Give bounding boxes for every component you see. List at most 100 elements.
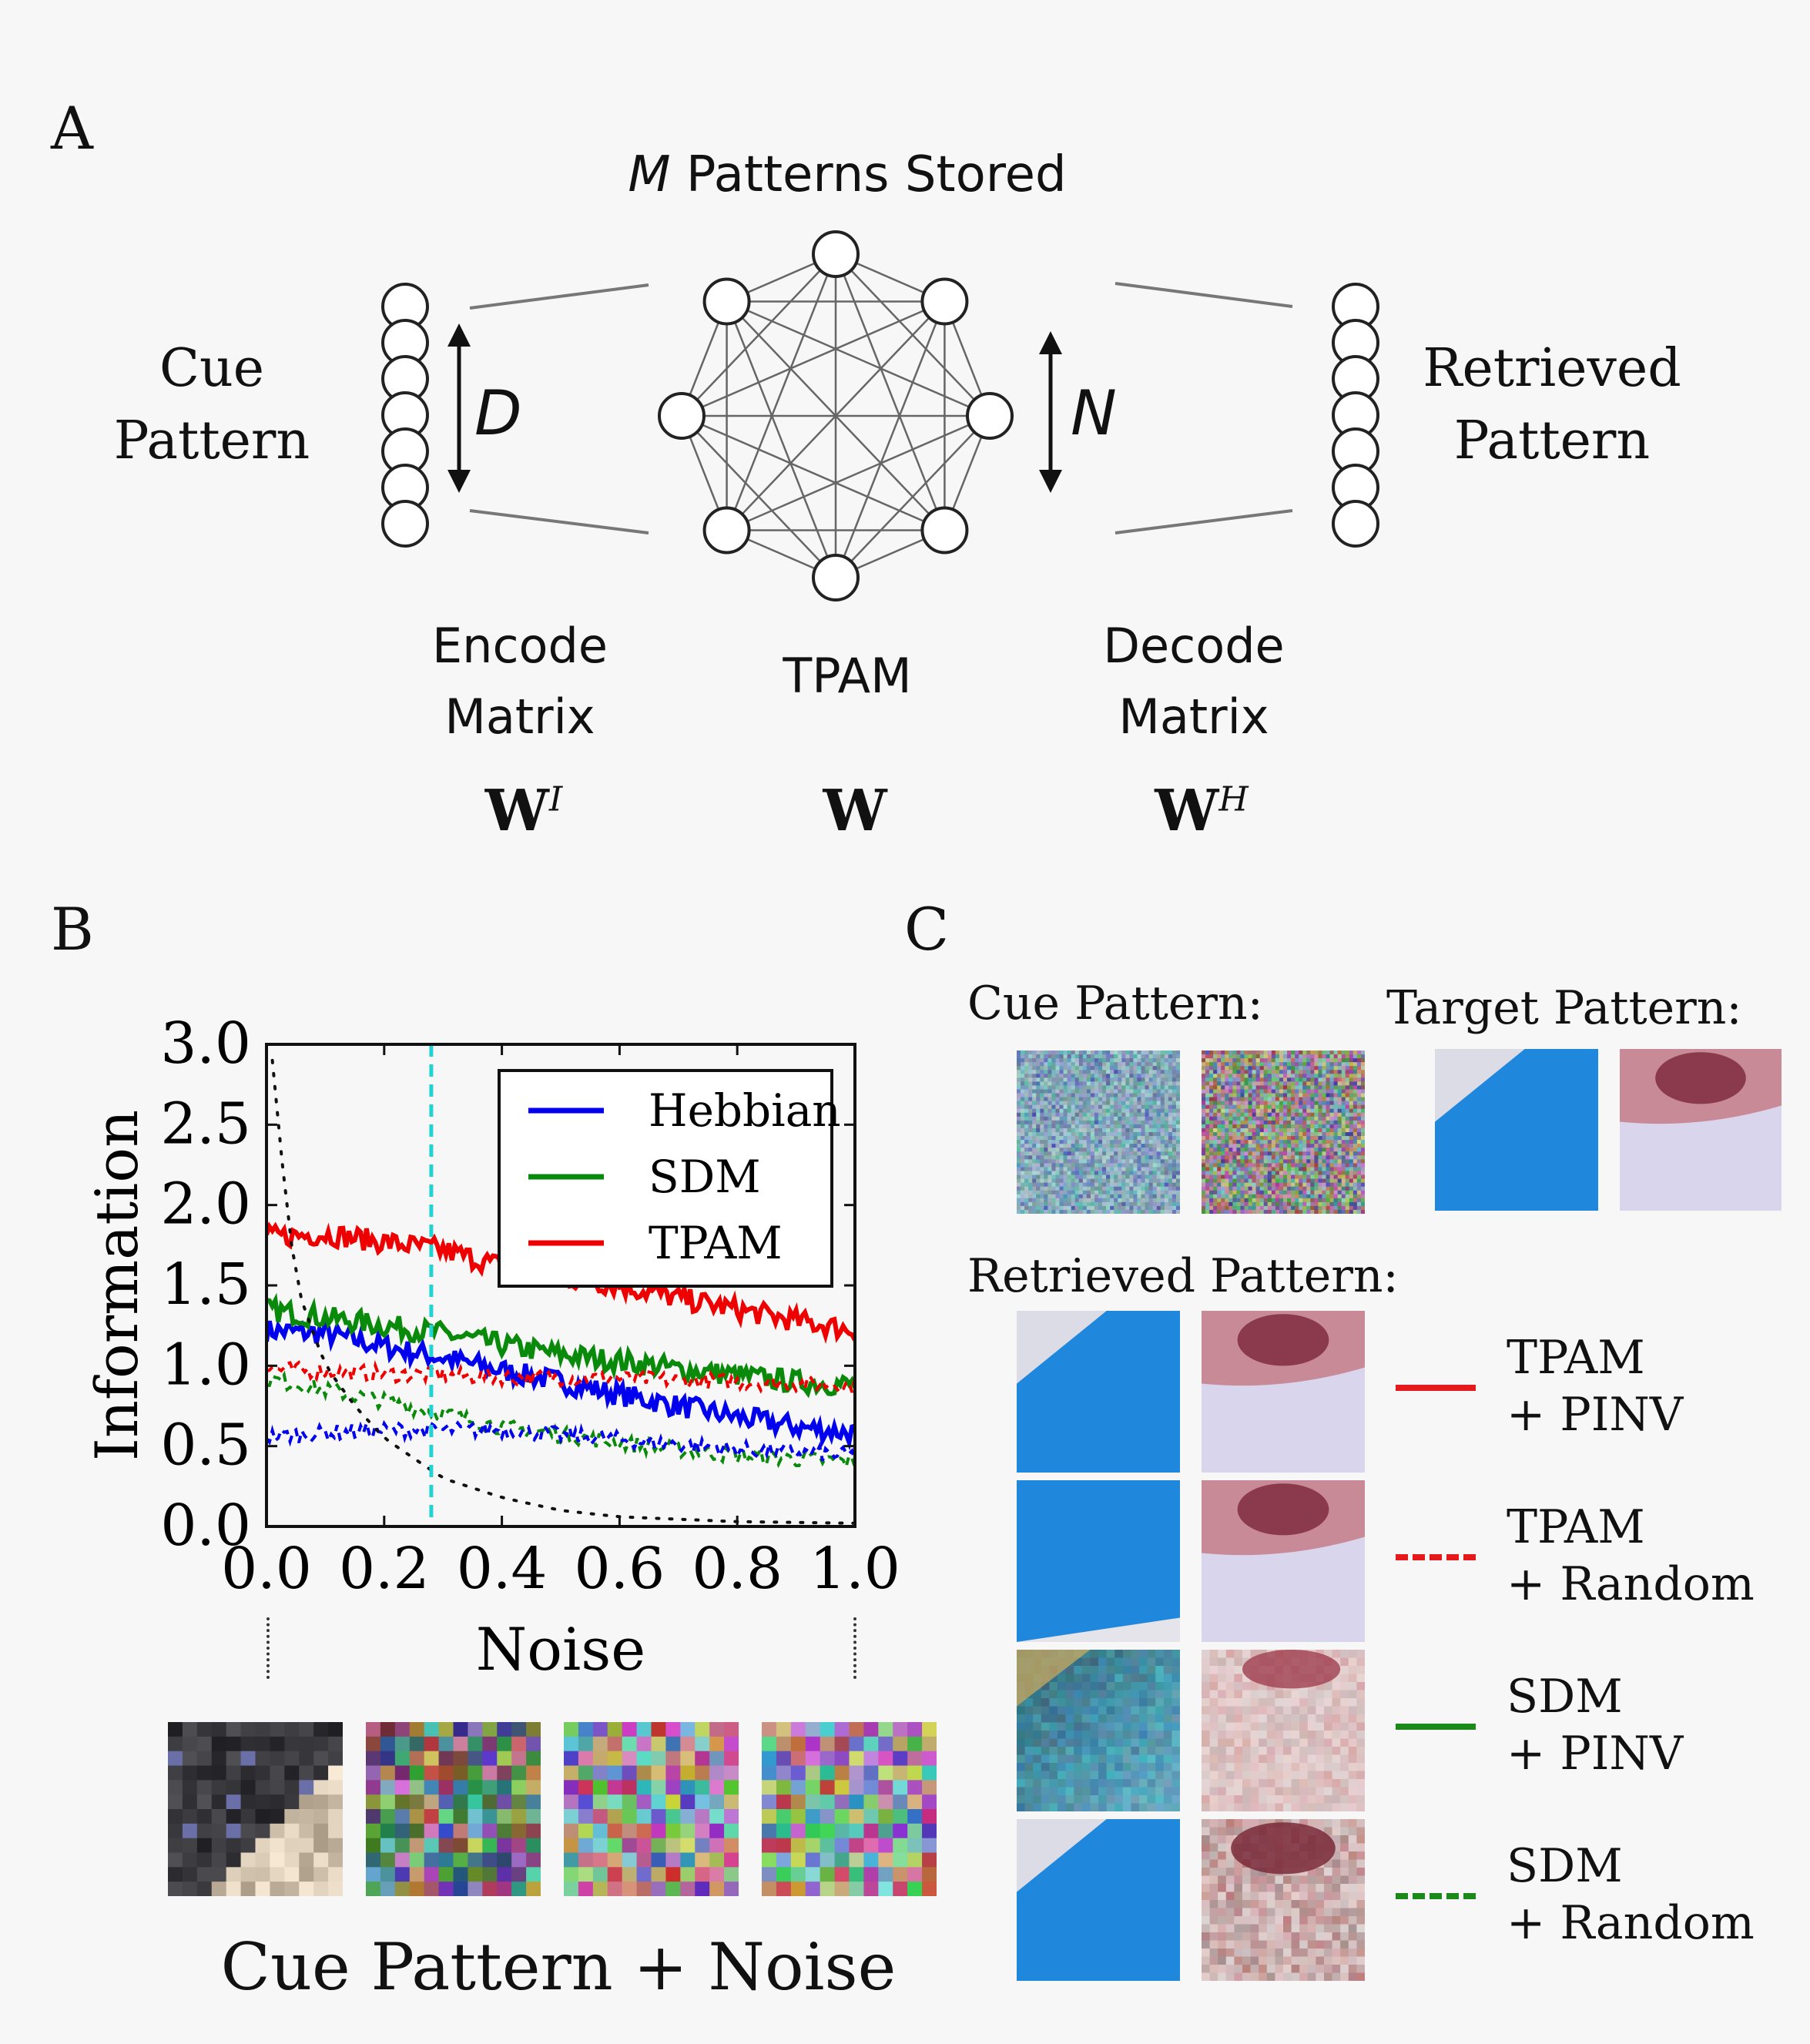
tpam-node-7 <box>702 277 751 326</box>
tpam-node-5 <box>702 506 751 555</box>
retrieved-tile-tpam-random-1 <box>1017 1480 1180 1642</box>
tpam-edge <box>726 300 946 531</box>
tile-image <box>762 1722 937 1896</box>
legend-line1: TPAM <box>1507 1500 1645 1554</box>
target-tile-pink <box>1620 1049 1782 1211</box>
input-neuron-column <box>381 283 429 548</box>
tpam-node-1 <box>920 277 969 326</box>
tile-image <box>168 1722 343 1896</box>
x-tick-label: 1.0 <box>809 1536 900 1602</box>
series-line-5 <box>266 1417 855 1462</box>
noise-guide-right <box>853 1617 856 1679</box>
legend-line2: + Random <box>1507 1896 1755 1950</box>
tile-image <box>1017 1650 1180 1811</box>
tpam-edge <box>726 414 990 531</box>
retrieved-tile-sdm-pinv-1 <box>1017 1650 1180 1811</box>
dim-label-d: D <box>474 377 522 449</box>
tpam-edge <box>681 415 836 578</box>
noise-guide-left <box>266 1617 270 1679</box>
series-line-3 <box>266 1359 855 1396</box>
legend-swatch-0 <box>1396 1385 1476 1391</box>
patterns-stored-title: M Patterns Stored <box>616 146 1078 203</box>
noise-tile-0 <box>168 1722 343 1896</box>
x-tick-label: 0.6 <box>575 1536 665 1602</box>
retrieved-line2: Pattern <box>1453 410 1651 471</box>
tpam-node-3 <box>920 506 969 555</box>
legend-label-hebbian: Hebbian <box>649 1084 841 1137</box>
decode-matrix-symbol: WH <box>1109 778 1294 844</box>
tile-image <box>1017 1311 1180 1473</box>
cue-tile-2 <box>1202 1050 1365 1214</box>
retrieved-tile-tpam-pinv-1 <box>1017 1311 1180 1473</box>
tile-image <box>1202 1050 1365 1214</box>
noise-tile-2 <box>564 1722 739 1896</box>
series-line-6 <box>270 1058 855 1525</box>
patterns-stored-var: M <box>628 146 671 203</box>
cue-tile-1 <box>1017 1050 1180 1214</box>
legend-label-tpam: TPAM <box>649 1217 783 1269</box>
tile-image <box>1620 1049 1782 1211</box>
retrieved-tile-sdm-random-1 <box>1017 1819 1180 1981</box>
legend-line1: SDM <box>1507 1670 1623 1724</box>
x-tick-label: 0.8 <box>692 1536 783 1602</box>
tile-image <box>564 1722 739 1896</box>
x-tick-label: 0.0 <box>221 1536 312 1602</box>
target-pattern-header: Target Pattern: <box>1386 981 1742 1035</box>
retrieved-pattern-label: Retrieved Pattern <box>1409 333 1694 477</box>
legend-line2: + PINV <box>1507 1727 1684 1781</box>
tpam-edge <box>834 301 946 578</box>
cue-pattern-header: Cue Pattern: <box>967 977 1263 1030</box>
tpam-matrix-symbol: W <box>823 778 887 844</box>
retrieved-line1: Retrieved <box>1423 338 1681 399</box>
encode-matrix-sup: I <box>548 779 563 819</box>
y-tick-label: 0.0 <box>160 1493 251 1559</box>
tpam-node-6 <box>658 392 706 440</box>
tpam-edge <box>726 301 837 578</box>
tpam-edge <box>681 414 945 531</box>
tpam-node-0 <box>812 230 860 278</box>
encode-line1: Encode <box>432 618 608 674</box>
y-tick-label: 1.5 <box>160 1252 251 1318</box>
decode-matrix-sup: H <box>1218 779 1249 819</box>
noise-tile-1 <box>366 1722 541 1896</box>
decode-matrix-label: Decode Matrix <box>1059 611 1329 752</box>
x-axis-label: Noise <box>476 1615 646 1679</box>
tpam-edge <box>726 300 990 417</box>
panel-letter-b: B <box>51 895 94 963</box>
tile-image <box>366 1722 541 1896</box>
y-tick-label: 3.0 <box>160 1010 251 1077</box>
y-axis-label: Information <box>82 1110 151 1461</box>
tpam-node-4 <box>812 554 860 601</box>
series-line-1 <box>266 1292 855 1399</box>
legend-line2: + PINV <box>1507 1388 1684 1442</box>
connector-lines <box>469 282 1293 534</box>
x-tick-label: 0.4 <box>457 1536 548 1602</box>
retrieved-tile-tpam-random-2 <box>1202 1480 1365 1642</box>
panel-letter-a: A <box>51 94 93 163</box>
legend-label-2: SDM + PINV <box>1507 1668 1683 1782</box>
tile-image <box>1202 1819 1365 1981</box>
decode-matrix-w: W <box>1155 778 1219 844</box>
x-tick-label: 0.2 <box>339 1536 430 1602</box>
retrieved-tile-sdm-random-2 <box>1202 1819 1365 1981</box>
retrieved-tile-sdm-pinv-2 <box>1202 1650 1365 1811</box>
patterns-stored-label: Patterns Stored <box>685 146 1067 203</box>
output-neuron-column <box>1332 283 1379 548</box>
retrieved-pattern-header: Retrieved Pattern: <box>967 1249 1399 1303</box>
tpam-edge <box>834 253 946 531</box>
legend-swatch-2 <box>1396 1724 1476 1730</box>
legend-swatch-3 <box>1396 1893 1476 1899</box>
tile-image <box>1435 1049 1598 1211</box>
tpam-edge <box>681 300 945 417</box>
tile-image <box>1017 1819 1180 1981</box>
tpam-node-2 <box>966 392 1014 440</box>
cue-line1: Cue <box>159 338 265 399</box>
encode-matrix-label: Encode Matrix <box>385 611 655 752</box>
cue-noise-caption: Cue Pattern + Noise <box>220 1929 897 2005</box>
decode-line2: Matrix <box>1118 689 1269 745</box>
y-tick-label: 2.0 <box>160 1171 251 1238</box>
encode-matrix-symbol: WI <box>431 778 616 844</box>
tile-image <box>1202 1311 1365 1473</box>
encode-line2: Matrix <box>444 689 595 745</box>
tpam-network <box>680 253 991 579</box>
